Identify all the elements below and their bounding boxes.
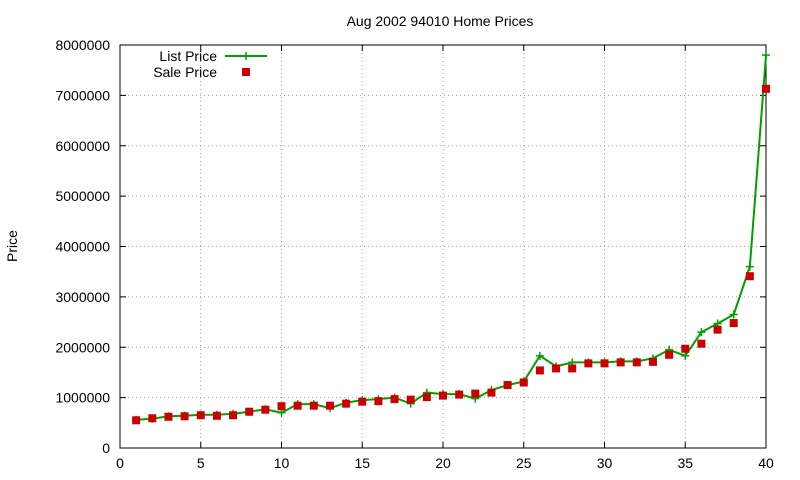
list-price-point (729, 310, 738, 319)
sale-price-point (406, 395, 415, 404)
sale-price-point (358, 397, 367, 406)
sale-price-point (471, 389, 480, 398)
sale-price-point (681, 344, 690, 353)
sale-price-point (390, 395, 399, 404)
sale-price-point (132, 416, 141, 425)
sale-price-point (503, 381, 512, 390)
chart-title: Aug 2002 94010 Home Prices (347, 13, 534, 29)
list-price-line (136, 54, 767, 421)
sale-price-point (342, 399, 351, 408)
y-tick-label: 8000000 (55, 37, 110, 53)
sale-price-point (648, 357, 657, 366)
list-price-point (535, 351, 544, 360)
x-tick-label: 30 (597, 455, 613, 471)
list-price-point (697, 328, 706, 337)
legend-label-sale-price: Sale Price (153, 64, 217, 80)
sale-price-point (261, 405, 270, 414)
sale-price-point (552, 364, 561, 373)
x-tick-label: 10 (274, 455, 290, 471)
list-price-point (745, 262, 754, 271)
y-tick-label: 1000000 (55, 390, 110, 406)
x-tick-label: 0 (116, 455, 124, 471)
sale-price-point (729, 319, 738, 328)
legend-swatch-plus (242, 52, 250, 60)
sale-price-point (374, 397, 383, 406)
sale-price-point (455, 390, 464, 399)
list-price-point (762, 51, 770, 60)
sale-price-point (487, 388, 496, 397)
sale-price-point (309, 401, 318, 410)
legend-swatch-square (242, 68, 250, 76)
sale-price-point (164, 412, 173, 421)
y-tick-label: 7000000 (55, 87, 110, 103)
sale-price-point (632, 358, 641, 367)
sale-price-point (519, 378, 528, 387)
x-tick-label: 20 (435, 455, 451, 471)
sale-price-point (245, 407, 254, 416)
sale-price-point (148, 414, 157, 423)
sale-price-point (535, 366, 544, 375)
y-axis-label: Price (4, 230, 20, 262)
sale-price-point (439, 391, 447, 400)
sale-price-point (584, 359, 593, 368)
x-tick-label: 40 (758, 455, 774, 471)
y-tick-label: 4000000 (55, 239, 110, 255)
sale-price-point (762, 84, 770, 93)
y-tick-label: 2000000 (55, 339, 110, 355)
x-tick-label: 5 (197, 455, 205, 471)
series (132, 51, 770, 425)
y-tick-label: 0 (102, 440, 110, 456)
x-tick-label: 35 (677, 455, 693, 471)
sale-price-point (616, 358, 625, 367)
axis-ticks: 0 5 10 15 20 25 30 35 40 0 1000000 2000000 3000000 40… (55, 37, 774, 471)
sale-price-point (697, 339, 706, 348)
sale-price-point (212, 411, 221, 420)
sale-price-point (600, 359, 609, 368)
sale-price-point (713, 325, 722, 334)
y-tick-label: 3000000 (55, 289, 110, 305)
sale-price-point (665, 350, 674, 359)
x-tick-label: 25 (516, 455, 532, 471)
grid (120, 45, 766, 448)
y-tick-label: 5000000 (55, 188, 110, 204)
x-tick-label: 15 (354, 455, 370, 471)
sale-price-point (277, 402, 286, 411)
sale-price-point (293, 401, 302, 410)
sale-price-point (422, 393, 431, 402)
sale-price-point (568, 364, 577, 373)
sale-price-point (180, 412, 189, 421)
sale-price-point (745, 272, 754, 281)
list-price-point (681, 351, 690, 360)
sale-price-point (229, 411, 238, 420)
y-tick-label: 6000000 (55, 138, 110, 154)
sale-price-point (196, 411, 205, 420)
sale-price-point (325, 401, 334, 410)
legend-label-list-price: List Price (159, 48, 217, 64)
